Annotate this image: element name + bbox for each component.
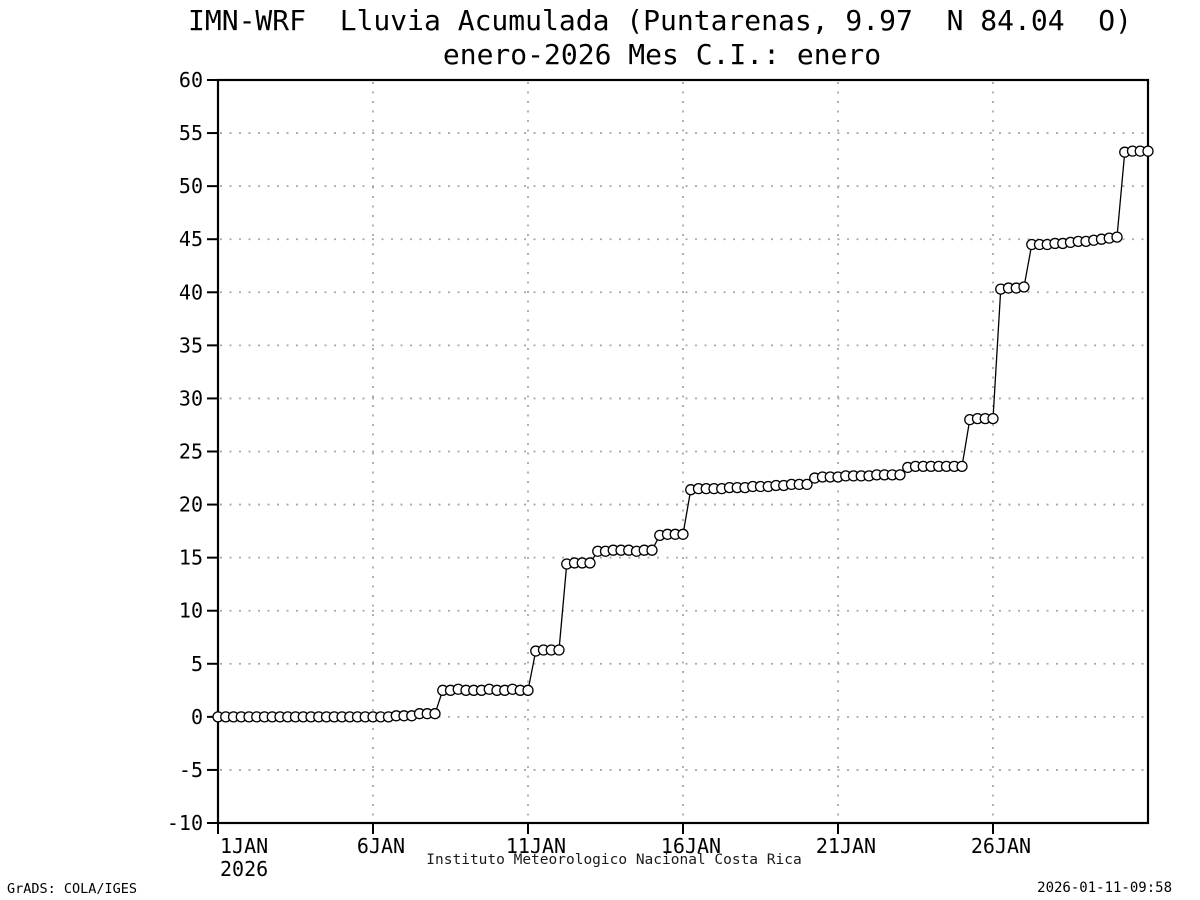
- data-point-marker: [553, 644, 565, 656]
- plot-frame: [216, 78, 1150, 825]
- x-tick-label: 6JAN: [357, 834, 405, 858]
- x-tick-label: 11JAN: [506, 834, 566, 858]
- x-axis-label: Instituto Meteorologico Nacional Costa R…: [426, 852, 802, 868]
- y-tick-label: 25: [179, 440, 203, 464]
- y-tick-label: 0: [191, 705, 203, 729]
- y-tick-label: 50: [179, 174, 203, 198]
- data-point-marker: [1018, 281, 1030, 293]
- generation-timestamp: 2026-01-11-09:58: [1037, 880, 1172, 896]
- y-tick-label: 35: [179, 333, 203, 357]
- x-tick-label: 21JAN: [816, 834, 876, 858]
- data-point-marker: [646, 544, 658, 556]
- x-tick-label: 26JAN: [971, 834, 1031, 858]
- grads-credit-text: GrADS: COLA/IGES: [7, 881, 138, 897]
- y-tick-label: -10: [167, 811, 203, 835]
- x-tick-year-label: 2026: [220, 857, 268, 881]
- data-point-marker: [1142, 145, 1154, 157]
- data-point-marker: [956, 460, 968, 473]
- chart-subtitle: enero-2026 Mes C.I.: enero: [442, 38, 882, 71]
- data-point-marker: [429, 708, 441, 720]
- y-tick-label: 40: [179, 280, 203, 304]
- y-tick-label: 55: [179, 121, 203, 145]
- y-tick-label: 30: [179, 386, 203, 410]
- y-tick-label: -5: [179, 758, 203, 782]
- data-point-marker: [1111, 231, 1123, 243]
- y-tick-label: 60: [179, 68, 203, 92]
- y-tick-label: 10: [179, 599, 203, 623]
- data-point-marker: [801, 478, 813, 491]
- data-point-marker: [584, 557, 596, 569]
- data-point-marker: [522, 684, 534, 696]
- data-point-marker: [894, 469, 906, 481]
- x-tick-label: 16JAN: [661, 834, 721, 858]
- y-tick-label: 5: [191, 652, 203, 676]
- y-tick-label: 20: [179, 493, 203, 517]
- x-tick-label: 1JAN: [220, 834, 268, 858]
- y-tick-label: 15: [179, 546, 203, 570]
- data-point-marker: [677, 528, 689, 540]
- y-tick-label: 45: [179, 227, 203, 251]
- chart-title: IMN-WRF Lluvia Acumulada (Puntarenas, 9.…: [187, 4, 1133, 37]
- data-point-marker: [987, 412, 999, 425]
